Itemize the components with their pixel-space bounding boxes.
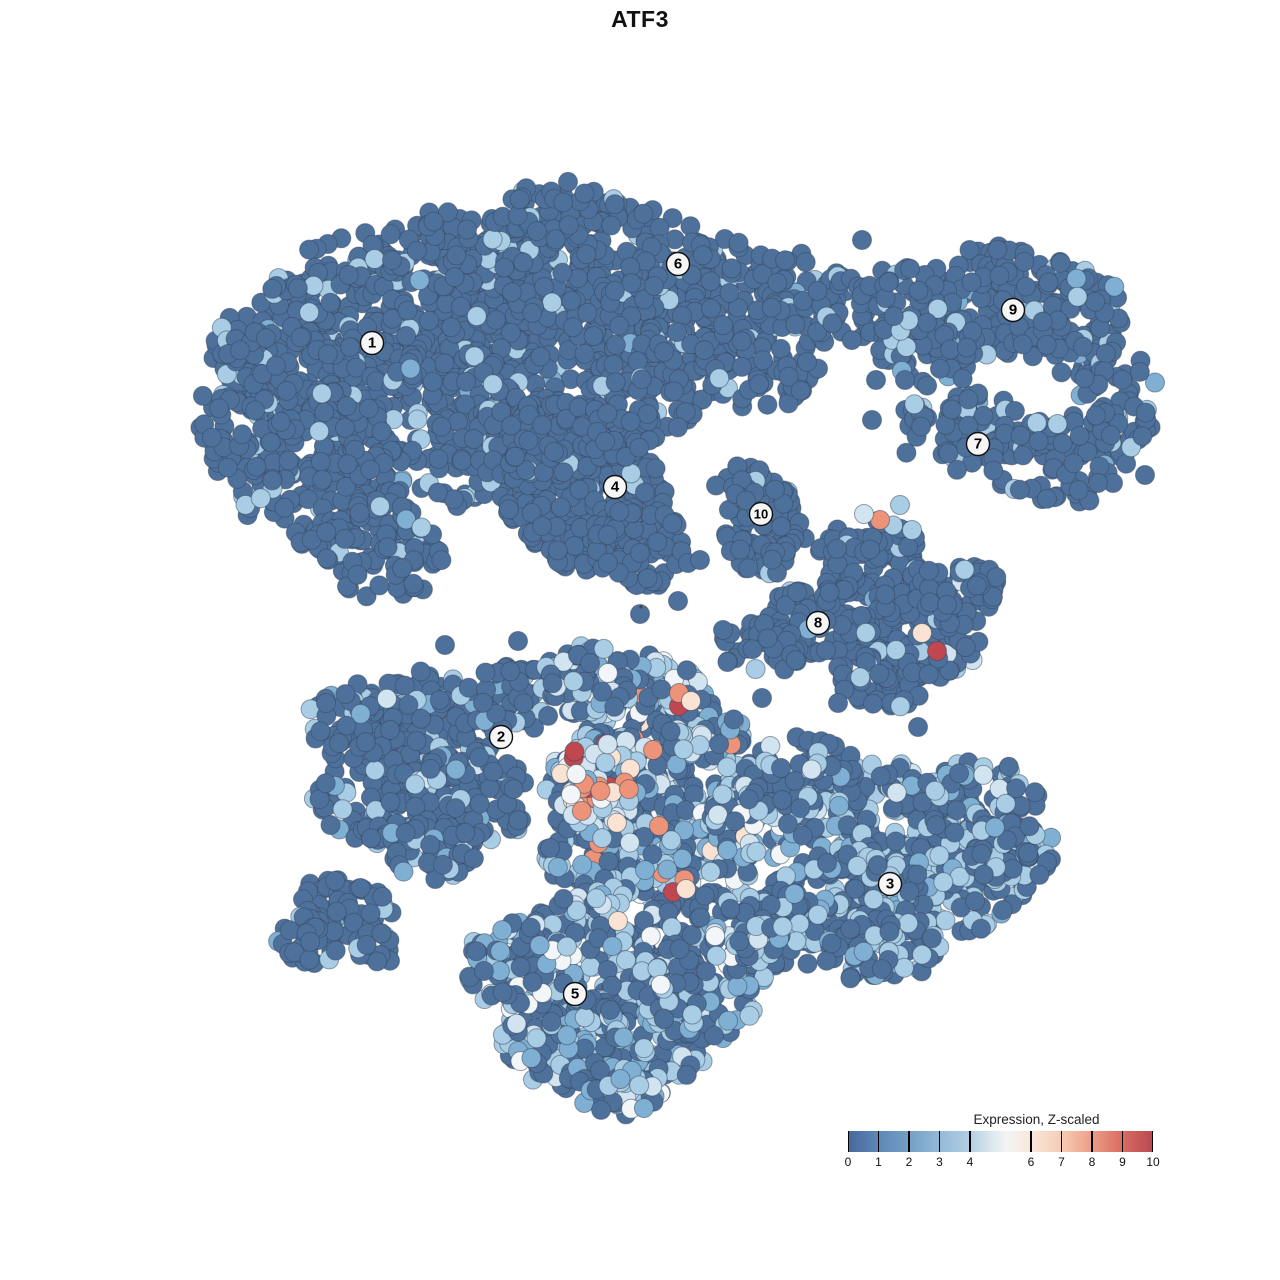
colorbar-tick-label: 0 [844, 1155, 852, 1169]
colorbar-tick [1091, 1131, 1093, 1152]
colorbar-tick-label: 3 [936, 1155, 943, 1169]
colorbar-tick-label: 7 [1058, 1155, 1065, 1169]
colorbar-tick-label: 6 [1027, 1155, 1035, 1169]
colorbar-tick [1121, 1131, 1124, 1152]
gene-title: ATF3 [611, 6, 669, 32]
cluster-badge-8: 8 [805, 610, 831, 636]
colorbar-tick-label: 9 [1119, 1155, 1126, 1169]
colorbar-tick-label: 8 [1088, 1155, 1096, 1169]
colorbar-tick [1151, 1131, 1153, 1152]
colorbar-gradient [848, 1131, 1153, 1152]
colorbar-tick [1030, 1131, 1032, 1152]
colorbar-tick-label: 10 [1146, 1155, 1160, 1169]
cluster-badge-5: 5 [562, 981, 588, 1007]
colorbar-tick [1060, 1131, 1063, 1152]
cluster-badge-2: 2 [488, 724, 514, 750]
legend-title: Expression, Z-scaled [973, 1112, 1100, 1127]
colorbar-tick [908, 1131, 910, 1152]
cluster-badge-10: 10 [748, 501, 774, 527]
cluster-badge-9: 9 [1000, 297, 1026, 323]
colorbar-tick-label: 4 [966, 1155, 974, 1169]
colorbar-tick-label: 2 [905, 1155, 913, 1169]
cluster-badge-3: 3 [877, 871, 903, 897]
expression-colorbar-legend: Expression, Z-scaled 0 1 2 3 4 6 7 8 9 10 [844, 1112, 1160, 1171]
colorbar-tick [938, 1131, 941, 1152]
colorbar-tick-labels: 0 1 2 3 4 6 7 8 9 10 [844, 1155, 1160, 1171]
colorbar-tick [969, 1131, 971, 1152]
cluster-badge-7: 7 [965, 431, 991, 457]
cluster-badge-1: 1 [359, 330, 385, 356]
cluster-badge-6: 6 [665, 251, 691, 277]
colorbar-tick-label: 1 [875, 1155, 882, 1169]
colorbar-tick [877, 1131, 880, 1152]
cluster-badge-4: 4 [602, 474, 628, 500]
colorbar-tick [848, 1131, 850, 1152]
